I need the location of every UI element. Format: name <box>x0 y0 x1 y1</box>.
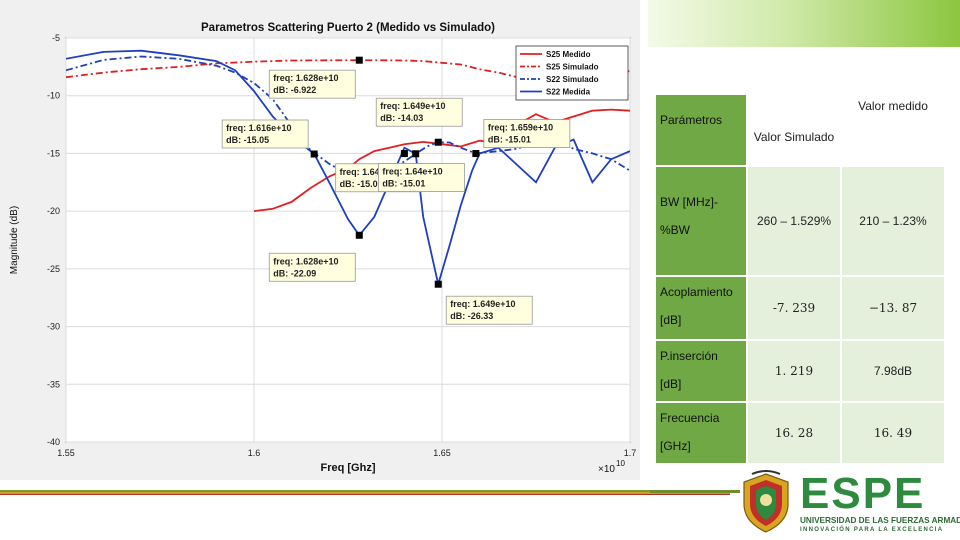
data-tip-freq: freq: 1.649e+10 <box>450 299 515 309</box>
x-tick-label: 1.65 <box>433 448 451 458</box>
series-line-s22-simulado <box>66 55 630 179</box>
data-tip-db: dB: -14.03 <box>380 113 423 123</box>
legend-entry: S22 Simulado <box>546 75 599 84</box>
header-valor-simulado: Valor Simulado <box>748 95 840 165</box>
table-row: P.inserción [dB] 1. 219 7.98dB <box>656 341 944 401</box>
data-tip-freq: freq: 1.616e+10 <box>226 123 291 133</box>
y-tick-label: -10 <box>47 91 60 101</box>
table-header-row: Parámetros Valor Simulado Valor medido <box>656 95 944 165</box>
y-tick-label: -25 <box>47 264 60 274</box>
legend: S25 Medido S25 Simulado S22 Simulado S22 Me… <box>515 45 629 101</box>
header-parametros: Parámetros <box>656 95 746 165</box>
data-tip: freq: 1.628e+10 dB: -22.09 <box>268 231 363 282</box>
footer-stripe <box>0 490 730 497</box>
x-exponent-power: 10 <box>616 459 625 468</box>
y-tick-label: -30 <box>47 322 60 332</box>
data-tip-marker <box>412 150 420 158</box>
header-accent-bar <box>648 0 960 47</box>
data-tip-db: dB: -15.01 <box>488 135 531 145</box>
x-axis-label: Freq [Ghz] <box>321 462 376 474</box>
data-tip-box <box>377 163 465 192</box>
chart-title: Parametros Scattering Puerto 2 (Medido v… <box>201 22 495 34</box>
data-tip-freq: freq: 1.64e+10 <box>382 167 442 177</box>
data-tip-db: dB: -6.922 <box>273 85 316 95</box>
row-param: P.inserción [dB] <box>656 341 746 401</box>
data-tip-box <box>375 97 463 127</box>
data-tip-db: dB: -15.01 <box>382 179 425 189</box>
y-tick-label: -20 <box>47 206 60 216</box>
university-name: UNIVERSIDAD DE LAS FUERZAS ARMADAS <box>800 516 960 525</box>
brand-name: ESPE <box>800 469 926 518</box>
data-tip-marker <box>434 138 442 146</box>
data-tip-marker <box>400 150 408 158</box>
data-tip-marker <box>355 56 363 64</box>
data-tip-box <box>268 69 356 99</box>
row-med-value: 210 – 1.23% <box>842 167 944 275</box>
row-sim-value: 260 – 1.529% <box>748 167 840 275</box>
x-tick-label: 1.7 <box>624 448 637 458</box>
table-row: BW [MHz]- %BW 260 – 1.529% 210 – 1.23% <box>656 167 944 275</box>
table-row: Acoplamiento [dB] -7. 239 −13. 87 <box>656 277 944 339</box>
data-tip-db: dB: -22.09 <box>273 268 316 278</box>
data-tip-freq: freq: 1.628e+10 <box>273 73 338 83</box>
table-row: Frecuencia [GHz] 16. 28 16. 49 <box>656 403 944 463</box>
data-tip-db: dB: -15.03 <box>340 179 383 189</box>
x-tick-label: 1.55 <box>57 448 75 458</box>
y-tick-label: -40 <box>47 437 60 447</box>
data-tip-db: dB: -26.33 <box>450 311 493 321</box>
row-sim-value: 16. 28 <box>748 403 840 463</box>
data-tip-box <box>221 119 309 149</box>
data-tip: freq: 1.616e+10 dB: -15.05 <box>221 119 318 158</box>
data-tip: freq: 1.649e+10 dB: -26.33 <box>434 280 533 325</box>
s-parameter-chart: 1.55 1.6 1.65 1.7 -5 -10 -15 -20 -25 -30 -35 -40 Par… <box>0 0 640 480</box>
legend-entry: S22 Medida <box>546 88 591 97</box>
data-tip-box <box>483 119 571 148</box>
data-tip: freq: 1.649e+10 dB: -14.03 <box>375 97 463 146</box>
y-tick-label: -35 <box>47 379 60 389</box>
espe-crest-icon <box>743 470 789 533</box>
row-med-value: 7.98dB <box>842 341 944 401</box>
row-param: BW [MHz]- %BW <box>656 167 746 275</box>
data-tip: freq: 1.628e+10 dB: -6.922 <box>268 56 363 99</box>
data-tip: freq: 1.64e+10 dB: -15.01 <box>377 150 465 192</box>
header-valor-medido: Valor medido <box>842 95 944 165</box>
series-line-s22-medida <box>66 49 630 288</box>
x-tick-label: 1.6 <box>248 448 261 458</box>
data-tip-box <box>445 295 533 325</box>
data-tip-marker <box>434 280 442 288</box>
data-tip-marker <box>310 150 318 158</box>
data-tip-freq: freq: 1.649e+10 <box>380 101 445 111</box>
data-tip-db: dB: -15.05 <box>226 135 269 145</box>
data-tip: freq: 1.659e+10 dB: -15.01 <box>472 119 571 158</box>
data-tip-marker <box>472 150 480 158</box>
row-sim-value: -7. 239 <box>748 277 840 339</box>
row-param: Frecuencia [GHz] <box>656 403 746 463</box>
espe-logo: ESPE UNIVERSIDAD DE LAS FUERZAS ARMADAS … <box>738 470 960 540</box>
data-tip-freq: freq: 1.628e+10 <box>273 256 338 266</box>
row-param: Acoplamiento [dB] <box>656 277 746 339</box>
row-sim-value: 1. 219 <box>748 341 840 401</box>
data-tip-freq: freq: 1.643e+10 <box>340 167 405 177</box>
footer-stripe-accent <box>650 490 740 493</box>
data-tip-freq: freq: 1.659e+10 <box>488 123 553 133</box>
y-axis-label: Magnitude (dB) <box>9 206 20 274</box>
x-exponent-label: ×10 <box>598 464 615 475</box>
university-motto: INNOVACIÓN PARA LA EXCELENCIA <box>800 527 944 533</box>
plot-area <box>65 37 631 443</box>
results-table: Parámetros Valor Simulado Valor medido B… <box>654 93 946 465</box>
row-med-value: 16. 49 <box>842 403 944 463</box>
data-tip-marker <box>355 231 363 239</box>
legend-entry: S25 Simulado <box>546 63 599 72</box>
row-med-value: −13. 87 <box>842 277 944 339</box>
legend-entry: S25 Medido <box>546 50 591 59</box>
y-tick-label: -15 <box>47 148 60 158</box>
data-tip-box <box>268 252 356 282</box>
y-tick-label: -5 <box>52 33 60 43</box>
